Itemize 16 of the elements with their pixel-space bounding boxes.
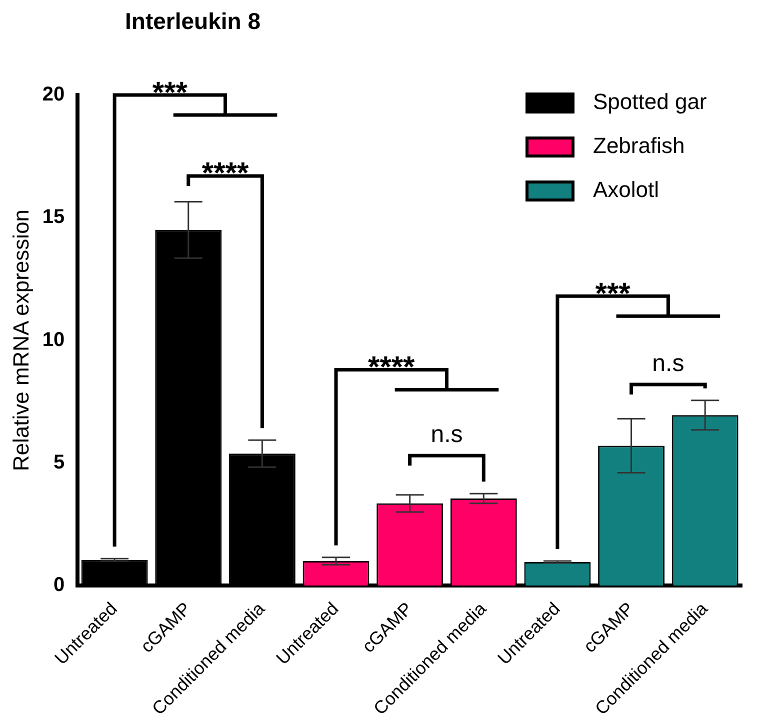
annotation: n.s	[652, 350, 684, 378]
y-tick-label: 0	[54, 574, 65, 596]
y-tick-label: 20	[42, 84, 65, 106]
legend-label: Axolotl	[593, 177, 660, 202]
chart-title: Interleukin 8	[125, 8, 260, 35]
annotation: ****	[202, 157, 249, 190]
annotation: ****	[368, 350, 416, 384]
legend-label: Spotted gar	[593, 89, 707, 114]
y-tick-label: 10	[42, 328, 65, 351]
y-axis-title: Relative mRNA expression	[8, 209, 34, 472]
y-tick-label: 5	[54, 451, 65, 474]
y-tick-label: 15	[42, 206, 65, 228]
legend-label: Zebrafish	[593, 133, 685, 158]
annotation: ***	[152, 76, 188, 110]
annotation: n.s	[430, 421, 463, 448]
annotation: ***	[595, 277, 631, 310]
